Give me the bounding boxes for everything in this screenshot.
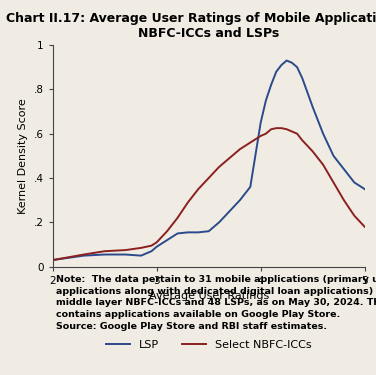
Select NBFC-ICCs [279,126,284,130]
LSP [362,187,367,191]
LSP [82,254,86,258]
X-axis label: Average User Ratings: Average User Ratings [149,291,269,301]
Select NBFC-ICCs [196,187,200,191]
LSP [284,58,289,63]
Select NBFC-ICCs [331,180,336,185]
Select NBFC-ICCs [311,149,315,154]
LSP [269,82,273,87]
Select NBFC-ICCs [284,127,289,132]
Select NBFC-ICCs [149,243,154,248]
LSP [217,220,221,225]
Select NBFC-ICCs [352,213,356,218]
LSP [149,249,154,254]
Select NBFC-ICCs [102,249,107,254]
Select NBFC-ICCs [123,248,128,252]
LSP [311,105,315,110]
Text: Note:  The data pertain to 31 mobile applications (primary universal
application: Note: The data pertain to 31 mobile appl… [56,275,376,331]
LSP [102,252,107,257]
Select NBFC-ICCs [217,165,221,169]
Select NBFC-ICCs [274,126,279,130]
LSP [321,132,325,136]
LSP [248,184,253,189]
Select NBFC-ICCs [155,240,159,244]
Select NBFC-ICCs [321,162,325,167]
LSP [258,120,263,125]
LSP [186,230,190,235]
LSP [342,167,346,171]
LSP [274,69,279,74]
LSP [300,76,305,81]
Select NBFC-ICCs [342,198,346,202]
Select NBFC-ICCs [269,127,273,132]
LSP [139,254,143,258]
LSP [290,60,294,65]
Select NBFC-ICCs [258,134,263,138]
LSP [165,238,169,242]
Select NBFC-ICCs [50,258,55,262]
LSP [196,230,200,235]
LSP [175,231,180,236]
LSP [155,244,159,249]
LSP [352,180,356,185]
Select NBFC-ICCs [175,216,180,220]
Select NBFC-ICCs [186,200,190,205]
Select NBFC-ICCs [238,147,242,152]
LSP [227,209,232,213]
LSP [50,258,55,262]
Select NBFC-ICCs [206,176,211,180]
LSP [331,154,336,158]
Line: LSP: LSP [53,60,365,260]
Y-axis label: Kernel Density Score: Kernel Density Score [18,98,28,214]
Title: Chart II.17: Average User Ratings of Mobile Applications –
NBFC-ICCs and LSPs: Chart II.17: Average User Ratings of Mob… [6,12,376,40]
Select NBFC-ICCs [362,225,367,229]
Legend: LSP, Select NBFC-ICCs: LSP, Select NBFC-ICCs [102,335,316,354]
LSP [279,63,284,67]
Select NBFC-ICCs [300,138,305,142]
Select NBFC-ICCs [227,156,232,160]
Select NBFC-ICCs [295,132,299,136]
Line: Select NBFC-ICCs: Select NBFC-ICCs [53,128,365,260]
Select NBFC-ICCs [165,229,169,234]
LSP [264,98,268,103]
LSP [123,252,128,257]
LSP [206,229,211,234]
Select NBFC-ICCs [248,140,253,145]
Select NBFC-ICCs [290,129,294,134]
LSP [295,65,299,69]
Select NBFC-ICCs [264,132,268,136]
Select NBFC-ICCs [82,252,86,257]
LSP [238,198,242,202]
Select NBFC-ICCs [139,246,143,250]
